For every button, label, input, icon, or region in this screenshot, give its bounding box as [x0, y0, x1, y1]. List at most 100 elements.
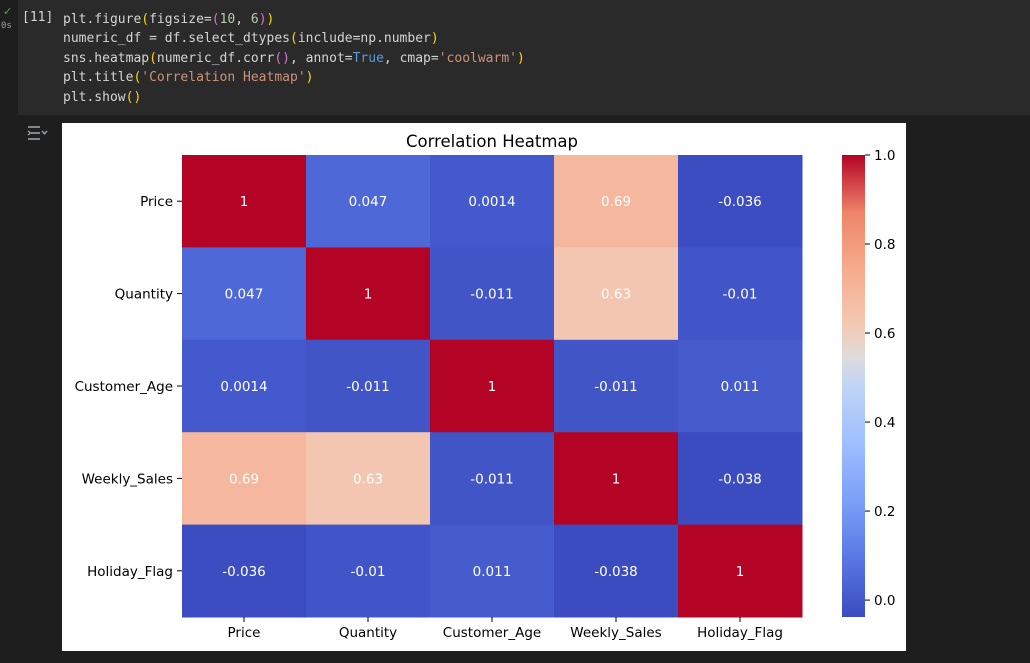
- cell-annotation: 0.011: [721, 379, 760, 395]
- code-token: 6: [250, 12, 259, 27]
- code-token: (: [141, 12, 150, 27]
- cell-annotation: 1: [488, 379, 497, 395]
- heatmap-cell: [182, 155, 307, 248]
- colorbar-tick-label: 0.0: [874, 593, 895, 609]
- cell-annotation: 0.0014: [468, 194, 515, 210]
- cell-annotation: 0.69: [601, 194, 631, 210]
- code-token: (: [289, 31, 298, 47]
- code-token: numeric_df = df.select_dtypes: [63, 31, 290, 47]
- code-line: sns.heatmap(numeric_df.corr(), annot=Tru…: [63, 49, 525, 68]
- code-token: , annot=: [289, 50, 353, 66]
- code-token: (: [133, 70, 142, 86]
- cell-annotation: -0.011: [470, 471, 514, 487]
- heatmap-cell: [678, 432, 803, 526]
- code-token: (): [125, 89, 142, 105]
- cell-annotation: -0.011: [470, 287, 514, 303]
- cell-gutter: ✓ 0s: [0, 0, 18, 115]
- code-token: , cmap=: [383, 50, 439, 66]
- colorbar: [842, 155, 865, 617]
- code-token: ): [258, 12, 267, 27]
- code-token: ): [266, 12, 275, 27]
- code-line: plt.figure(figsize=(10, 6)): [63, 10, 525, 29]
- cell-annotation: 0.63: [353, 471, 383, 487]
- code-token: ): [430, 31, 439, 47]
- x-tick-label: Customer_Age: [443, 625, 541, 641]
- heatmap-cell: [430, 155, 555, 248]
- output-toggle-icon[interactable]: [26, 124, 48, 142]
- cell-annotation: 0.047: [225, 287, 264, 303]
- cell-annotation: 0.011: [473, 564, 512, 580]
- chart-title: Correlation Heatmap: [406, 132, 578, 151]
- heatmap-cell: [306, 247, 431, 341]
- heatmap-cell: [678, 155, 803, 248]
- code-token: (: [211, 12, 220, 27]
- cell-annotation: 1: [240, 194, 249, 210]
- cell-annotation: -0.011: [346, 379, 390, 395]
- heatmap-cell: [678, 339, 803, 433]
- heatmap-cell: [678, 247, 803, 341]
- heatmap-cell: [554, 155, 679, 248]
- colorbar-tick-label: 0.2: [874, 504, 895, 520]
- correlation-heatmap: Correlation Heatmap 1 0.047 0.0014 0.69 -0.0…: [75, 132, 896, 641]
- heatmap-cell: [306, 524, 431, 618]
- cell-annotation: -0.038: [718, 471, 762, 487]
- y-tick-label: Quantity: [115, 287, 173, 303]
- cell-annotation: 1: [364, 287, 373, 303]
- heatmap-cell: [430, 247, 555, 341]
- heatmap-cell: [554, 339, 679, 433]
- check-icon: ✓: [3, 5, 13, 18]
- y-tick-label: Weekly_Sales: [82, 471, 173, 487]
- cell-annotation: 0.69: [229, 471, 259, 487]
- cell-annotation: -0.01: [723, 287, 758, 303]
- heatmap-cell: [554, 524, 679, 618]
- code-token: True: [352, 50, 384, 66]
- heatmap-cell: [306, 155, 431, 248]
- code-token: (): [274, 50, 290, 66]
- x-tick-label: Quantity: [339, 625, 397, 641]
- code-token: sns.heatmap: [63, 50, 150, 66]
- code-token: 'coolwarm': [438, 50, 517, 66]
- code-token: (: [149, 50, 157, 66]
- code-token: 'Correlation Heatmap': [141, 70, 306, 86]
- code-token: ): [517, 50, 525, 66]
- code-token: ,: [235, 12, 251, 27]
- cell-annotation: 1: [736, 564, 745, 580]
- y-tick-label: Customer_Age: [75, 379, 173, 395]
- execution-count: [11]: [22, 10, 54, 25]
- y-tick-label: Price: [140, 194, 173, 210]
- x-tick-label: Holiday_Flag: [697, 625, 783, 641]
- y-tick-label: Holiday_Flag: [87, 564, 173, 580]
- cell-annotation: -0.036: [718, 194, 762, 210]
- code-token: include=np.number: [297, 31, 431, 47]
- code-token: plt.figure: [63, 12, 142, 27]
- code-token: plt.title: [63, 70, 134, 86]
- colorbar-tick-label: 0.6: [874, 326, 895, 342]
- heatmap-cell: [554, 432, 679, 526]
- code-editor[interactable]: plt.figure(figsize=(10, 6)) numeric_df = …: [63, 10, 525, 107]
- heatmap-cell: [306, 339, 431, 433]
- heatmap-cell: [430, 432, 555, 526]
- colorbar-tick-label: 0.4: [874, 415, 895, 431]
- code-token: figsize=: [149, 12, 212, 27]
- x-tick-label: Weekly_Sales: [570, 625, 661, 641]
- heatmap-cell: [678, 524, 803, 618]
- heatmap-cell: [554, 247, 679, 341]
- cell-annotation: -0.01: [351, 564, 386, 580]
- colorbar-tick-label: 0.8: [874, 237, 895, 253]
- heatmap-cell: [430, 339, 555, 433]
- colorbar-tick-label: 1.0: [874, 148, 895, 164]
- heatmap-cell: [306, 432, 431, 526]
- heatmap-cell: [430, 524, 555, 618]
- code-cell[interactable]: [11] plt.figure(figsize=(10, 6)) numeric_…: [18, 0, 1030, 115]
- heatmap-cell: [182, 524, 307, 618]
- cell-annotation: 0.63: [601, 287, 631, 303]
- code-line: numeric_df = df.select_dtypes(include=np…: [63, 29, 525, 48]
- heatmap-cell: [182, 432, 307, 526]
- cell-annotation: 0.0014: [220, 379, 267, 395]
- cell-output-image: Correlation Heatmap 1 0.047 0.0014 0.69 -0.0…: [62, 123, 906, 651]
- run-time: 0s: [1, 21, 12, 31]
- code-token: ): [305, 70, 314, 86]
- cell-annotation: -0.011: [594, 379, 638, 395]
- code-line: plt.show(): [63, 88, 525, 107]
